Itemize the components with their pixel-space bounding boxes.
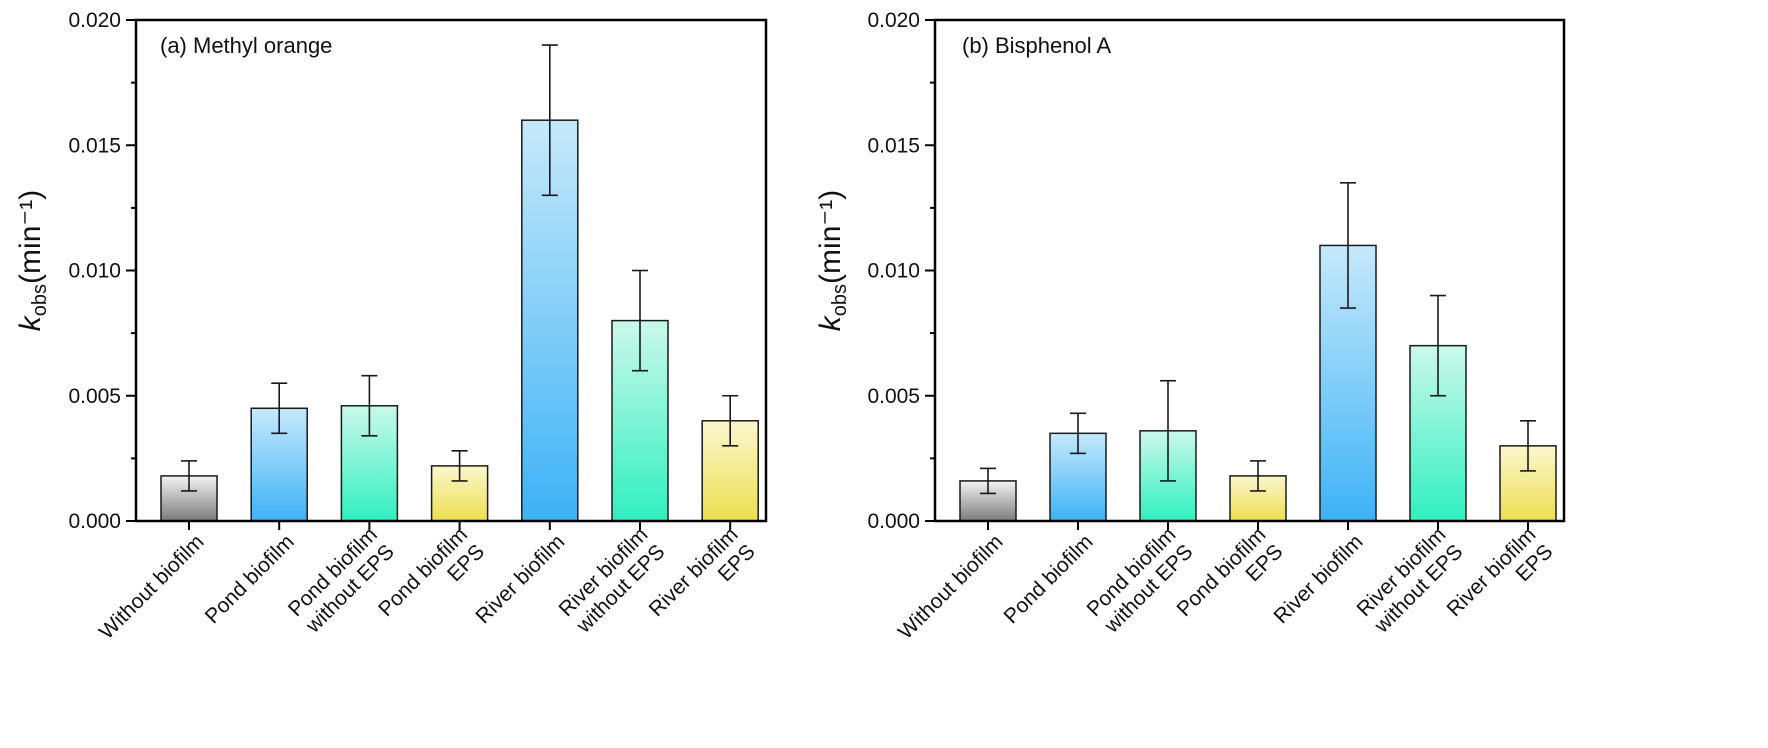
y-tick-label: 0.000	[867, 510, 920, 533]
y-tick-label: 0.020	[867, 9, 920, 32]
x-tick-label: Pond biofilm	[1000, 530, 1098, 628]
error-bar	[361, 374, 378, 437]
y-tick-label: 0.005	[867, 385, 920, 408]
error-bar	[1340, 182, 1356, 309]
error-bar	[181, 460, 197, 492]
x-tick-label: Pond biofilmwithout EPS	[284, 523, 399, 638]
x-tick-label: Pond biofilmEPS	[1172, 523, 1287, 638]
error-bar	[1250, 460, 1266, 492]
y-tick-label: 0.015	[867, 134, 920, 157]
panel-title: (b) Bisphenol A	[962, 33, 1112, 58]
error-bar	[271, 382, 288, 435]
error-bar	[722, 394, 739, 447]
error-bar	[541, 44, 558, 197]
y-tick-label: 0.005	[68, 385, 121, 408]
axes-frame	[933, 18, 1566, 523]
x-tick-label: River biofilmwithout EPS	[555, 523, 670, 638]
x-tick-label: River biofilm	[471, 530, 569, 628]
y-tick-label: 0.010	[867, 260, 920, 283]
x-tick-label: River biofilmEPS	[1443, 523, 1558, 638]
panel-title: (a) Methyl orange	[160, 33, 332, 58]
y-axis-label: kobs(min⁻¹)	[814, 190, 851, 331]
x-tick-label: Pond biofilm	[201, 530, 299, 628]
x-tick-label: Without biofilm	[894, 530, 1008, 644]
error-bar	[980, 467, 996, 495]
y-tick-label: 0.020	[68, 9, 121, 32]
error-bar	[1520, 419, 1536, 472]
error-bar	[451, 450, 468, 482]
x-tick-label: Without biofilm	[95, 530, 209, 644]
y-tick-label: 0.015	[68, 134, 121, 157]
y-axis-label: kobs(min⁻¹)	[14, 190, 51, 331]
error-bar	[632, 269, 648, 372]
panel-b: 0.000 0.005 0.010 0.015 0.020 Without biofilm…	[814, 9, 1566, 644]
x-tick-label: Pond biofilmwithout EPS	[1082, 523, 1197, 638]
y-tick-label: 0.000	[68, 510, 121, 533]
y-tick-label: 0.010	[68, 260, 121, 283]
x-tick-label: River biofilmwithout EPS	[1353, 523, 1468, 638]
x-tick-label: River biofilmEPS	[645, 523, 760, 638]
error-bar	[1430, 294, 1446, 397]
axes-frame	[134, 18, 768, 523]
error-bar	[1070, 412, 1086, 455]
x-tick-label: River biofilm	[1270, 530, 1368, 628]
error-bar	[1160, 379, 1176, 482]
x-tick-label: Pond biofilmEPS	[374, 523, 489, 638]
panel-a: 0.000 0.005 0.010 0.015 0.020 Without biofilm…	[14, 9, 768, 644]
